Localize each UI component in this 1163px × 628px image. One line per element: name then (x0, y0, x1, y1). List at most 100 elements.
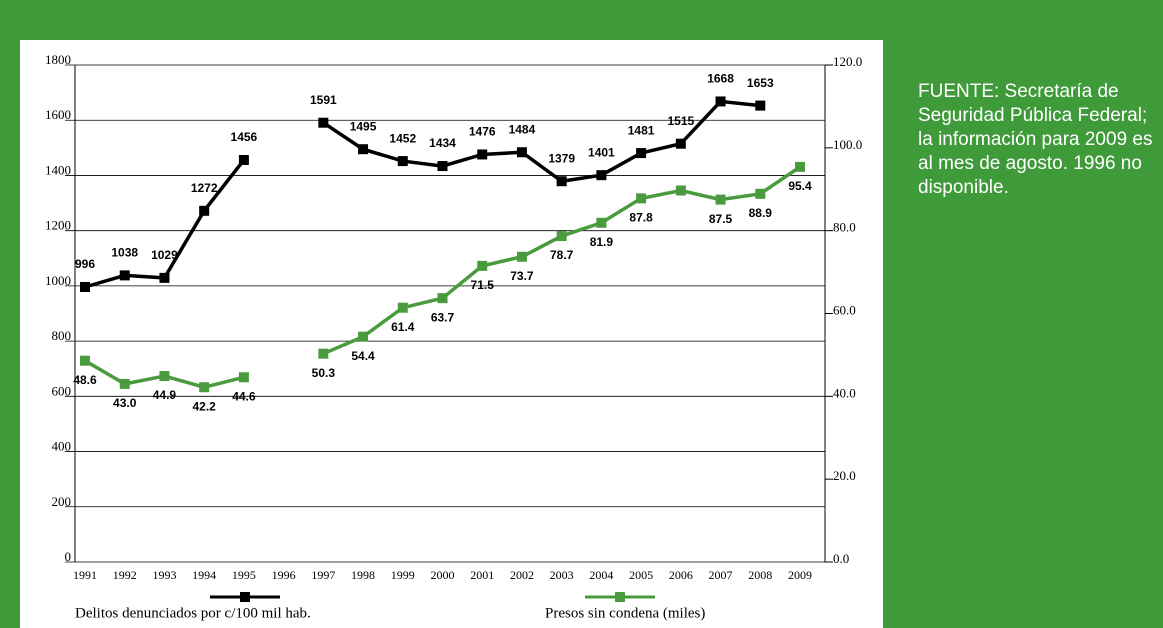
source-note: FUENTE: Secretaría de Seguridad Pública … (918, 81, 1153, 198)
marker (795, 161, 805, 172)
value-label: 42.2 (192, 399, 216, 413)
marker (358, 144, 369, 155)
y-tick-label: 1200 (45, 218, 71, 233)
marker (516, 147, 527, 158)
legend-marker (615, 592, 625, 602)
value-label: 61.4 (391, 320, 415, 334)
y2-tick-label: 80.0 (833, 220, 856, 235)
marker (358, 331, 369, 342)
value-label: 63.7 (431, 310, 455, 324)
y2-tick-label: 120.0 (833, 54, 862, 69)
marker (477, 149, 488, 160)
marker (238, 372, 249, 383)
y-tick-label: 200 (52, 494, 72, 509)
marker (397, 156, 408, 167)
value-label: 1484 (509, 122, 536, 136)
marker (159, 371, 170, 382)
marker (755, 188, 766, 199)
y-tick-label: 1800 (45, 52, 71, 67)
x-tick-label: 2005 (629, 568, 653, 582)
series-line (322, 99, 761, 184)
legend-marker (240, 592, 250, 602)
x-tick-label: 1993 (152, 568, 176, 582)
x-tick-label: 2000 (431, 568, 455, 582)
marker (318, 348, 329, 359)
value-label: 1476 (469, 125, 496, 139)
legend-label: Delitos denunciados por c/100 mil hab. (75, 605, 311, 621)
y2-tick-label: 20.0 (833, 468, 856, 483)
value-label: 95.4 (788, 179, 812, 193)
y-tick-label: 600 (52, 383, 72, 398)
x-tick-label: 1996 (272, 568, 296, 582)
marker (715, 96, 726, 107)
value-label: 1434 (429, 136, 456, 150)
marker (437, 293, 448, 304)
value-label: 78.7 (550, 248, 574, 262)
x-tick-label: 1994 (192, 568, 216, 582)
x-tick-label: 2009 (788, 568, 812, 582)
value-label: 48.6 (73, 373, 97, 387)
value-label: 1653 (747, 76, 774, 90)
value-label: 87.5 (709, 212, 733, 226)
x-tick-label: 1991 (73, 568, 97, 582)
marker (596, 170, 607, 181)
value-label: 1456 (231, 130, 258, 144)
y2-tick-label: 0.0 (833, 551, 849, 566)
x-tick-label: 1995 (232, 568, 256, 582)
marker (80, 355, 90, 366)
x-tick-label: 1999 (391, 568, 415, 582)
x-tick-label: 1992 (113, 568, 137, 582)
value-label: 54.4 (351, 349, 375, 363)
value-label: 1038 (111, 246, 138, 260)
x-tick-label: 2007 (709, 568, 733, 582)
y-tick-label: 800 (52, 328, 72, 343)
marker (119, 378, 130, 389)
marker (715, 194, 726, 205)
value-label: 1272 (191, 181, 218, 195)
marker (318, 117, 329, 128)
y-tick-label: 400 (52, 439, 72, 454)
x-tick-label: 1997 (311, 568, 335, 582)
y-tick-label: 1400 (45, 162, 71, 177)
marker (636, 193, 647, 204)
value-label: 1401 (588, 145, 615, 159)
marker (675, 138, 686, 149)
y-tick-label: 1000 (45, 273, 71, 288)
x-tick-label: 2003 (550, 568, 574, 582)
marker (397, 302, 408, 313)
marker (675, 185, 686, 196)
value-label: 996 (75, 257, 95, 271)
value-label: 43.0 (113, 396, 137, 410)
value-label: 1495 (350, 119, 377, 133)
marker (119, 270, 130, 281)
y2-tick-label: 40.0 (833, 385, 856, 400)
value-label: 1029 (151, 248, 178, 262)
value-label: 87.8 (629, 211, 653, 225)
x-tick-label: 2004 (589, 568, 613, 582)
value-label: 88.9 (749, 206, 773, 220)
value-label: 50.3 (312, 366, 336, 380)
marker (159, 272, 170, 283)
chart-panel (20, 40, 883, 628)
value-label: 81.9 (590, 235, 614, 249)
marker (755, 100, 766, 111)
value-label: 1515 (667, 114, 694, 128)
marker (199, 382, 210, 393)
marker (596, 217, 607, 228)
x-tick-label: 2001 (470, 568, 494, 582)
y-tick-label: 1600 (45, 107, 71, 122)
legend-label: Presos sin condena (miles) (545, 605, 705, 621)
marker (556, 231, 567, 242)
marker (556, 176, 567, 187)
marker (238, 154, 249, 165)
x-tick-label: 2002 (510, 568, 534, 582)
value-label: 1379 (548, 151, 575, 165)
marker (80, 281, 90, 292)
y2-tick-label: 100.0 (833, 137, 862, 152)
value-label: 71.5 (471, 278, 495, 292)
marker (636, 148, 647, 159)
value-label: 1591 (310, 93, 337, 107)
x-tick-label: 1998 (351, 568, 375, 582)
value-label: 1668 (707, 72, 734, 86)
